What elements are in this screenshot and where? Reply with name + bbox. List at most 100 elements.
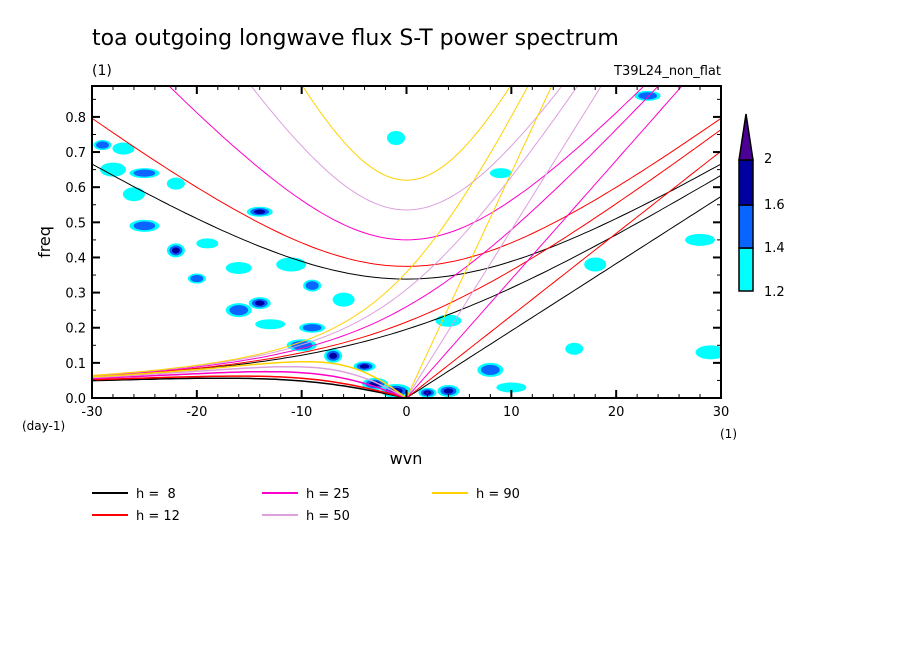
dispersion-curve-h8 [92,163,721,398]
dispersion-curve-h12 [92,117,721,398]
contour-region [255,319,286,330]
contour-region [246,206,273,217]
contour-region [196,238,219,249]
chart-subtitle-left: (1) [92,63,112,79]
kelvin-wave-line [406,196,721,398]
legend-item: h = 50 [262,509,350,524]
contour-fill [489,168,512,179]
dispersion-curve-h90 [92,86,553,398]
legend-label: h = 90 [476,487,520,502]
inertio-gravity-wave-curve [168,86,645,241]
contour-fill [496,382,527,393]
contour-region [489,168,512,179]
contour-region [129,219,160,232]
kelvin-wave-line [406,86,683,398]
dispersion-curves [92,86,721,398]
legend-label: h = 12 [136,509,180,524]
contour-fill [133,169,156,177]
contour-region [99,162,126,177]
contour-fill [685,233,716,246]
inertio-gravity-wave-curve [302,86,511,181]
rossby-wave-curve [92,360,407,398]
kelvin-wave-line [406,150,721,398]
rossby-wave-curve [92,377,407,398]
colorbar-label: 1.4 [764,241,785,256]
kelvin-wave-line [406,86,553,398]
x-tick-label: 0 [402,405,410,420]
contour-region [225,303,252,318]
contour-fill [695,345,721,360]
contour-fill [225,262,252,274]
contour-region [303,279,322,292]
contour-region [437,384,460,397]
contour-fill [359,364,370,369]
colorbar-segment [738,204,754,249]
plot-frame [91,85,722,399]
contour-fill [122,187,145,202]
contour-region [418,387,437,398]
contour-region [387,131,406,145]
contour-fill [166,177,185,190]
chart-title: toa outgoing longwave flux S-T power spe… [92,26,619,51]
y-tick-label: 0.2 [65,322,86,337]
y-tick-label: 0.6 [65,181,86,196]
x-tick-label: 20 [608,405,625,420]
rossby-wave-curve [92,370,407,398]
mrg-wave-curve [92,129,721,377]
y-axis-label: freq [35,226,54,258]
colorbar-triangle [738,113,754,161]
x-tick-label: -30 [81,405,102,420]
contour-region [122,187,145,202]
contour-region [332,292,355,307]
x-tick-label: 10 [503,405,520,420]
colorbar-label: 2 [764,152,772,167]
dispersion-curve-h50 [92,86,602,398]
colorbar: 1.2 1.4 1.6 2 [738,113,785,300]
colorbar-segment [738,159,754,206]
contour-fill [254,209,266,214]
contour-fill [332,292,355,307]
x-axis-label: wvn [390,449,423,468]
colorbar-segment [738,247,754,292]
legend-item: h = 90 [432,487,520,502]
x-tick-label: -10 [291,405,312,420]
contour-fill [443,388,454,394]
legend-label: h = 8 [136,487,176,502]
contour-fill [254,300,265,306]
contour-fill [196,238,219,249]
y-tick-label: 0.5 [65,216,86,231]
contour-region [187,273,206,284]
colorbar-label: 1.6 [764,198,785,213]
contour-region [584,257,607,272]
rossby-wave-curve [92,365,407,398]
contour-fill [133,221,156,231]
legend-label: h = 25 [306,487,350,502]
contour-fill [638,92,657,100]
contour-fill [171,247,180,254]
contour-fill [565,342,584,355]
inertio-gravity-wave-curve [92,163,721,280]
x-tick-label: -20 [186,405,207,420]
contour-region [166,243,185,258]
legend: h = 8 h = 12 h = 25 h = 50 h = 90 [92,487,520,524]
contour-region [496,382,527,393]
contour-fill [435,314,462,327]
contour-region [685,233,716,246]
colorbar-label: 1.2 [764,285,785,300]
y-tick-label: 0.4 [65,251,86,266]
y-tick-label: 0.8 [65,111,86,126]
contour-fill [229,305,249,316]
contour-region [112,142,135,155]
contour-fill [329,352,338,359]
contour-fill [255,319,286,330]
contour-region [353,361,376,372]
mrg-wave-curve [92,86,529,376]
contour-fill [96,141,109,149]
legend-label: h = 50 [306,509,350,524]
contour-fill [302,324,322,332]
x-unit-label: (1) [720,427,737,441]
contour-region [477,362,504,377]
mrg-wave-curve [92,174,721,378]
y-tick-label: 0.3 [65,287,86,302]
